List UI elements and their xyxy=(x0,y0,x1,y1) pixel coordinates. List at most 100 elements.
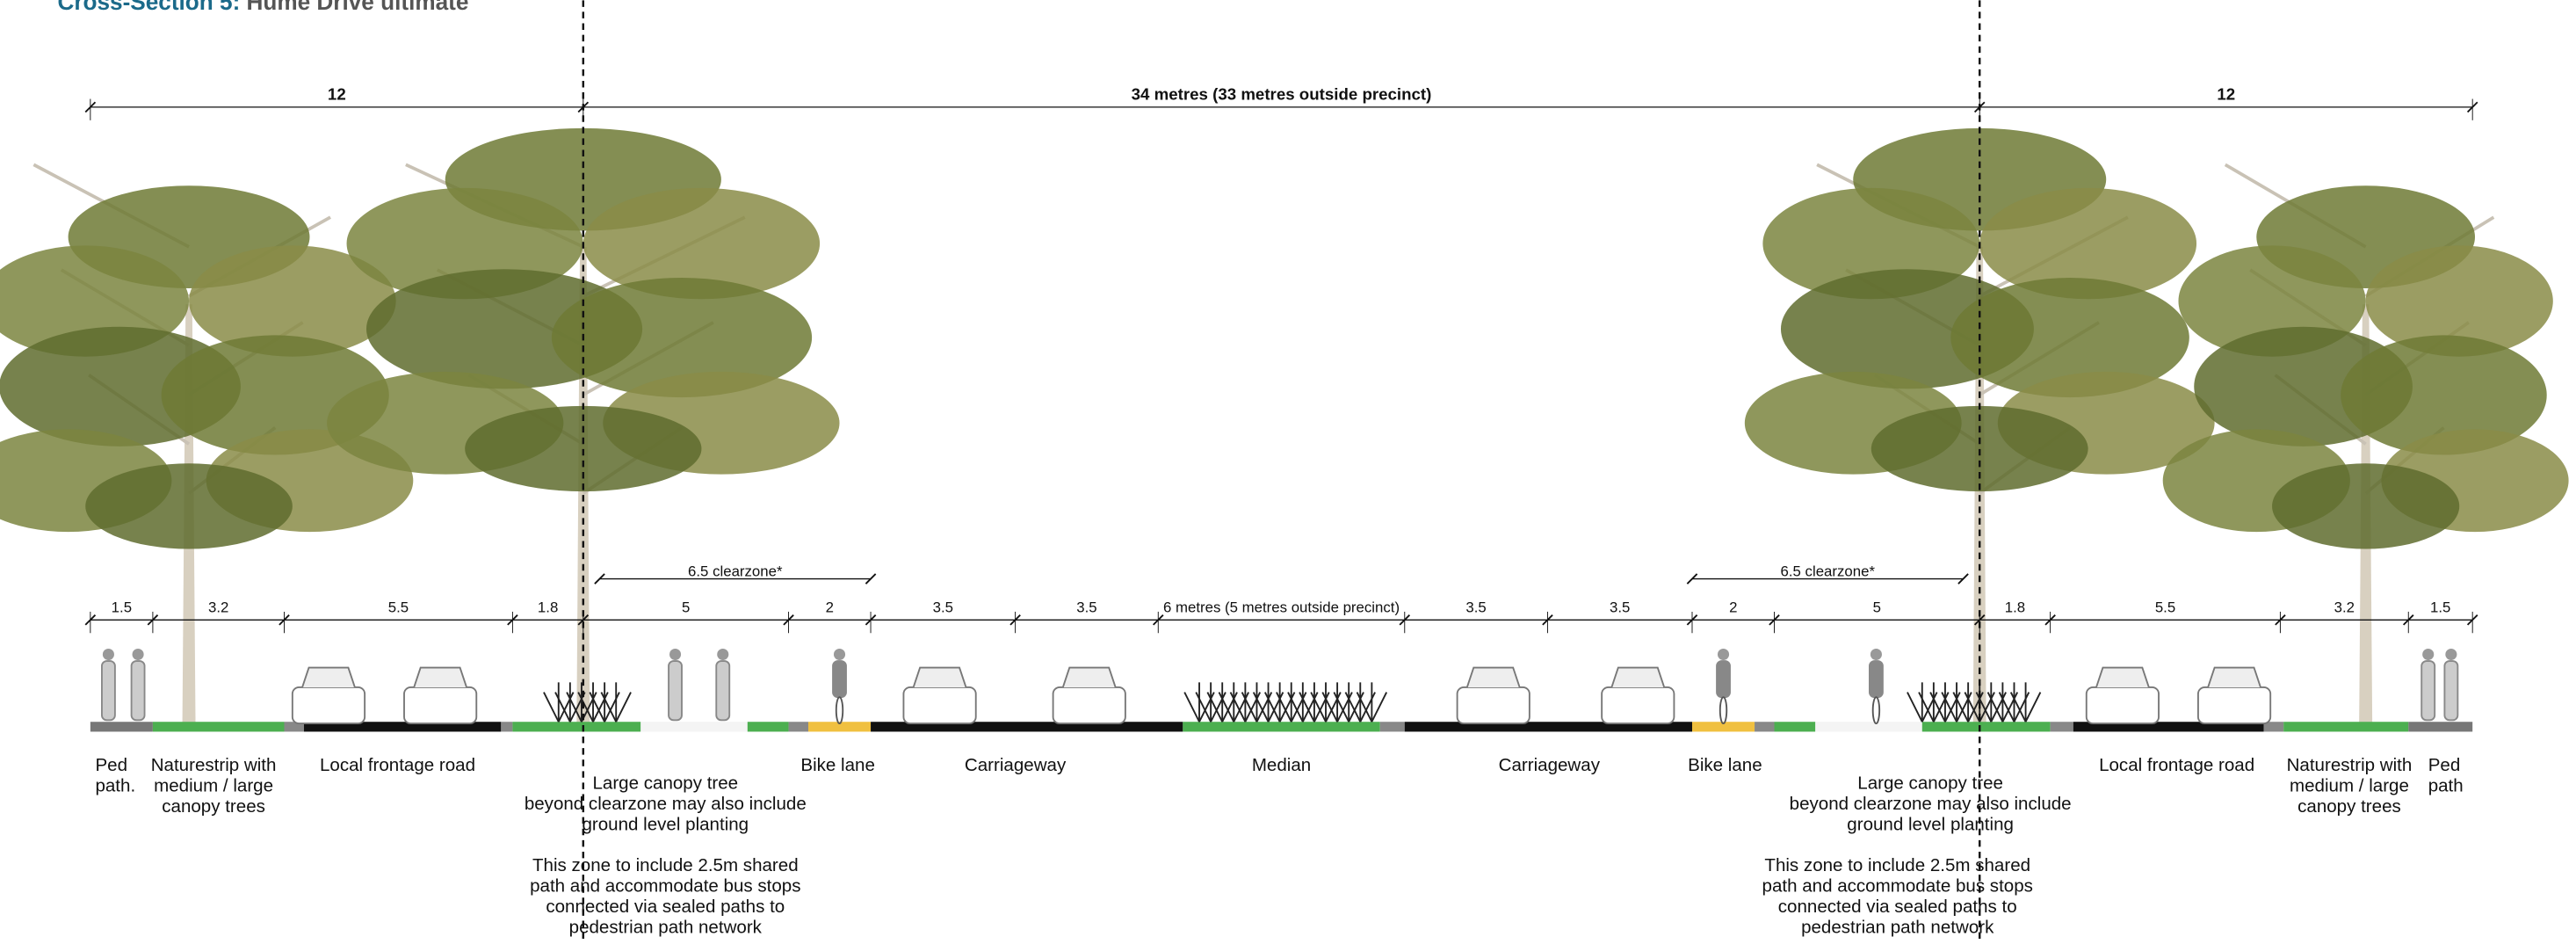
surface xyxy=(1379,722,1405,732)
person-head xyxy=(669,649,682,661)
grass xyxy=(1907,692,1923,723)
grass xyxy=(1348,692,1364,723)
person-body xyxy=(130,660,146,722)
car-roof xyxy=(2095,666,2150,688)
car-body xyxy=(902,686,977,725)
tree-foliage xyxy=(2365,245,2553,357)
dim-label: 6 metres (5 metres outside precinct) xyxy=(1163,599,1400,616)
grass xyxy=(1244,692,1262,723)
grass xyxy=(1221,692,1238,723)
grass xyxy=(1301,692,1319,723)
grass xyxy=(1921,692,1938,723)
grass xyxy=(1986,692,2004,723)
grass xyxy=(1195,692,1212,723)
grass xyxy=(1290,692,1307,723)
zone-label: canopy trees xyxy=(2297,796,2401,817)
zone-label: beyond clearzone may also include xyxy=(1790,794,2072,814)
grass xyxy=(1356,692,1373,723)
grass xyxy=(1336,692,1353,723)
wheel xyxy=(835,696,844,725)
title-name: Hume Drive ultimate xyxy=(246,0,468,15)
grass xyxy=(1933,692,1950,723)
grass xyxy=(1941,692,1957,723)
grass xyxy=(1255,692,1273,723)
grass xyxy=(1206,692,1224,723)
grass xyxy=(1267,692,1284,723)
zone-label: Ped xyxy=(2428,755,2461,775)
dim-label: 5.5 xyxy=(2155,599,2175,616)
clearzone-label: 6.5 clearzone* xyxy=(688,563,783,580)
zone-label: Large canopy tree xyxy=(1857,773,2003,794)
car-body xyxy=(291,686,366,725)
tree-foliage xyxy=(551,277,813,398)
tree-foliage xyxy=(465,405,702,492)
zone-label: Naturestrip with xyxy=(2287,755,2413,775)
tree-foliage xyxy=(85,463,293,549)
surface xyxy=(90,722,153,732)
car-roof xyxy=(1061,666,1117,688)
grass xyxy=(566,692,582,723)
grass xyxy=(1344,692,1362,723)
surface xyxy=(871,722,1183,732)
zone-label: canopy trees xyxy=(162,796,265,817)
surface xyxy=(512,722,641,732)
grass xyxy=(1218,692,1235,723)
person-head xyxy=(2445,649,2457,661)
person-body xyxy=(100,660,116,722)
dim-label: 1.5 xyxy=(112,599,132,616)
zone-label: path xyxy=(2428,776,2464,796)
grass xyxy=(1952,692,1969,723)
grass xyxy=(1998,692,2015,723)
grass xyxy=(2024,692,2042,723)
person-head xyxy=(102,649,114,661)
surface xyxy=(2263,722,2284,732)
car-roof xyxy=(301,666,356,688)
tree-foliage xyxy=(1870,405,2088,492)
grass xyxy=(1278,692,1296,723)
grass xyxy=(1325,692,1342,723)
grass xyxy=(1313,692,1330,723)
grass xyxy=(1287,692,1304,723)
grass xyxy=(1359,692,1376,723)
zone-label: Carriageway xyxy=(965,755,1067,775)
zone-label: Local frontage road xyxy=(320,755,475,775)
zone-label: Median xyxy=(1252,755,1311,775)
zone-label: connected via sealed paths to xyxy=(546,897,785,917)
person-body xyxy=(668,660,683,722)
zone-label: This zone to include 2.5m shared xyxy=(532,855,799,875)
person-body xyxy=(1869,660,1884,699)
car-roof xyxy=(2207,666,2261,688)
person-head xyxy=(2422,649,2435,661)
grass xyxy=(543,692,560,723)
grass xyxy=(1371,692,1388,723)
dim-label: 5 xyxy=(1873,599,1881,616)
grass xyxy=(1310,692,1327,723)
dim-tick xyxy=(1686,573,1698,585)
person-head xyxy=(1870,649,1882,661)
grass xyxy=(1956,692,1972,723)
person-body xyxy=(832,660,847,699)
car-roof xyxy=(413,666,467,688)
zone-label: Naturestrip with xyxy=(151,755,277,775)
surface xyxy=(2283,722,2409,732)
grass xyxy=(1333,692,1350,723)
grass xyxy=(589,692,605,723)
dim-label: 12 xyxy=(328,85,346,104)
dim-label: 3.5 xyxy=(933,599,953,616)
surface xyxy=(2050,722,2073,732)
grass xyxy=(1929,692,1946,723)
car-body xyxy=(2085,686,2160,725)
grass xyxy=(1321,692,1338,723)
surface xyxy=(152,722,285,732)
grass xyxy=(554,692,571,723)
grass xyxy=(1276,692,1292,723)
dim-label: 12 xyxy=(2217,85,2235,104)
zone-label: ground level planting xyxy=(582,814,749,834)
grass xyxy=(1183,692,1200,723)
dim-label: 5 xyxy=(682,599,690,616)
grass xyxy=(1964,692,1981,723)
grass xyxy=(1229,692,1247,723)
dim-label: 2 xyxy=(826,599,834,616)
dim-label: 3.2 xyxy=(208,599,228,616)
zone-label: pedestrian path network xyxy=(1801,917,1994,937)
